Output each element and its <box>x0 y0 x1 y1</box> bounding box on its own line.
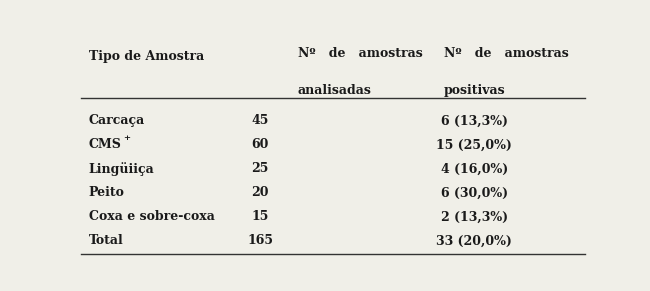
Text: 4 (16,0%): 4 (16,0%) <box>441 162 508 175</box>
Text: CMS: CMS <box>89 139 122 151</box>
Text: 45: 45 <box>252 114 268 127</box>
Text: 165: 165 <box>247 234 273 247</box>
Text: 15 (25,0%): 15 (25,0%) <box>436 139 512 151</box>
Text: analisadas: analisadas <box>298 84 372 97</box>
Text: Lingüiiça: Lingüiiça <box>89 162 155 176</box>
Text: 15: 15 <box>252 210 268 223</box>
Text: +: + <box>123 134 130 142</box>
Text: 2 (13,3%): 2 (13,3%) <box>441 210 508 223</box>
Text: Carcaça: Carcaça <box>89 114 145 127</box>
Text: Peito: Peito <box>89 187 125 199</box>
Text: Nº   de   amostras: Nº de amostras <box>444 47 569 60</box>
Text: Coxa e sobre-coxa: Coxa e sobre-coxa <box>89 210 214 223</box>
Text: Tipo de Amostra: Tipo de Amostra <box>89 50 204 63</box>
Text: Total: Total <box>89 234 124 247</box>
Text: Nº   de   amostras: Nº de amostras <box>298 47 422 60</box>
Text: 6 (30,0%): 6 (30,0%) <box>441 187 508 199</box>
Text: positivas: positivas <box>444 84 506 97</box>
Text: 6 (13,3%): 6 (13,3%) <box>441 114 508 127</box>
Text: 33 (20,0%): 33 (20,0%) <box>436 234 512 247</box>
Text: 60: 60 <box>252 139 268 151</box>
Text: 20: 20 <box>252 187 269 199</box>
Text: 25: 25 <box>252 162 268 175</box>
